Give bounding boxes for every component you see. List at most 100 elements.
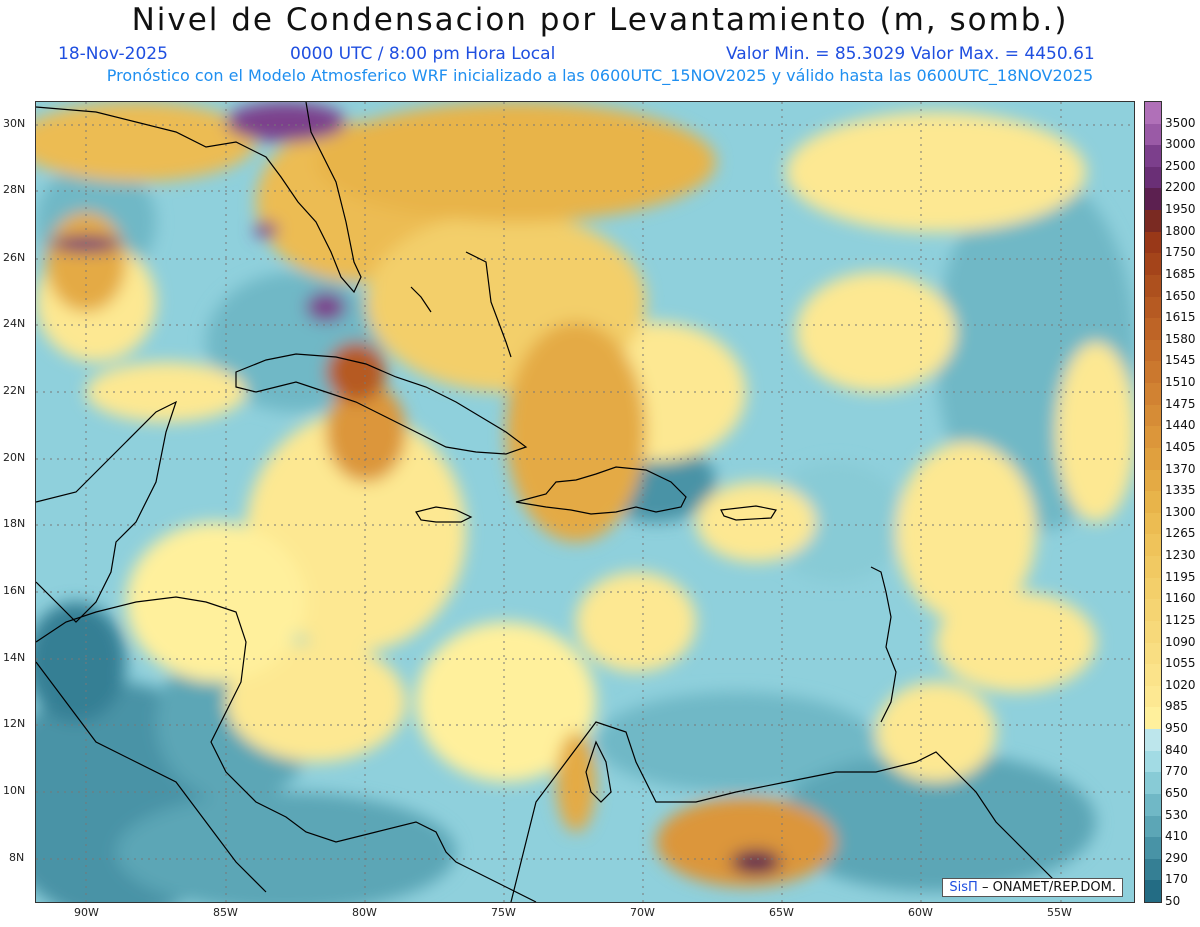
legend-value: 1650 [1165,288,1196,303]
legend-value: 1615 [1165,310,1196,325]
forecast-date: 18-Nov-2025 [58,44,168,64]
legend-swatch [1145,210,1161,233]
lat-label: 24N [3,317,26,330]
lon-label: 60W [908,906,933,919]
legend-value: 1800 [1165,223,1196,238]
legend-swatch [1145,166,1161,189]
legend-swatch [1145,577,1161,600]
legend-value: 1160 [1165,591,1196,606]
legend-value: 170 [1165,872,1188,887]
legend-value: 290 [1165,850,1188,865]
legend-swatch [1145,793,1161,816]
legend-swatch [1145,599,1161,622]
lat-label: 28N [3,183,26,196]
legend-swatch [1145,642,1161,665]
lat-label: 18N [3,517,26,530]
coastlines [36,102,1067,902]
legend-value: 2200 [1165,180,1196,195]
legend-swatch [1145,339,1161,362]
legend-swatch [1145,685,1161,708]
credit-sis: SisΠ [949,880,978,895]
lon-label: 55W [1047,906,1072,919]
legend-value: 1055 [1165,656,1196,671]
legend-swatch [1145,707,1161,730]
lcl-map [36,102,1134,902]
legend-value: 3500 [1165,115,1196,130]
legend-swatch [1145,750,1161,773]
lat-label: 16N [3,584,26,597]
map-panel [35,101,1135,903]
legend-value: 1125 [1165,612,1196,627]
lon-label: 80W [352,906,377,919]
legend-swatch [1145,274,1161,298]
legend-swatch [1145,815,1161,838]
legend-swatch [1145,383,1161,406]
lat-label: 22N [3,384,26,397]
legend-value: 1300 [1165,504,1196,519]
legend-value: 1195 [1165,569,1196,584]
model-info: Pronóstico con el Modelo Atmosferico WRF… [106,66,1094,85]
legend-value: 1370 [1165,461,1196,476]
lat-label: 8N [9,851,25,864]
legend-swatch [1145,556,1161,579]
legend-swatch [1145,231,1161,254]
legend-value: 1440 [1165,418,1196,433]
legend-value: 1020 [1165,677,1196,692]
lon-label: 85W [213,906,238,919]
legend-swatch [1145,837,1161,860]
lat-label: 10N [3,784,26,797]
legend-value: 1545 [1165,353,1196,368]
lat-label: 30N [3,117,26,130]
legend-value: 1265 [1165,526,1196,541]
credit-box: SisΠ – ONAMET/REP.DOM. [942,878,1123,897]
legend-value: 840 [1165,742,1188,757]
legend-swatch [1145,469,1161,492]
legend-value: 2500 [1165,158,1196,173]
legend-value: 950 [1165,721,1188,736]
legend-swatch [1145,188,1161,211]
legend-swatch [1145,253,1161,276]
forecast-time: 0000 UTC / 8:00 pm Hora Local [290,44,556,64]
legend-value: 1335 [1165,483,1196,498]
lat-label: 12N [3,717,26,730]
legend-swatch [1145,664,1161,687]
legend-swatch [1145,447,1161,471]
legend-swatch [1145,620,1161,644]
legend-value: 1685 [1165,266,1196,281]
legend-value: 1510 [1165,375,1196,390]
legend-swatch [1145,404,1161,427]
legend-swatch [1145,512,1161,535]
legend-value: 1580 [1165,331,1196,346]
legend-swatch [1145,361,1161,384]
legend-swatch [1145,534,1161,557]
legend-value: 650 [1165,785,1188,800]
legend-value: 770 [1165,764,1188,779]
legend-value: 410 [1165,829,1188,844]
legend-swatch [1145,491,1161,514]
lon-label: 90W [74,906,99,919]
legend-value: 1750 [1165,245,1196,260]
legend-value: 1090 [1165,634,1196,649]
legend-value: 1475 [1165,396,1196,411]
lat-label: 26N [3,251,26,264]
legend-value: 1405 [1165,439,1196,454]
min-max-values: Valor Min. = 85.3029 Valor Max. = 4450.6… [726,44,1095,64]
lat-label: 20N [3,451,26,464]
lat-label: 14N [3,651,26,664]
legend-value: 985 [1165,699,1188,714]
legend-value: 1230 [1165,548,1196,563]
legend-swatch [1145,123,1161,146]
legend-value: 50 [1165,894,1181,908]
legend-swatch [1145,296,1161,319]
lon-label: 75W [491,906,516,919]
legend-swatch [1145,772,1161,795]
color-legend [1144,101,1162,903]
lon-label: 70W [630,906,655,919]
legend-swatch [1145,880,1161,903]
legend-swatch [1145,318,1161,341]
legend-swatch [1145,858,1161,881]
legend-value: 1950 [1165,202,1196,217]
lon-label: 65W [769,906,794,919]
map-title: Nivel de Condensacion por Levantamiento … [131,2,1069,38]
legend-swatch [1145,729,1161,752]
